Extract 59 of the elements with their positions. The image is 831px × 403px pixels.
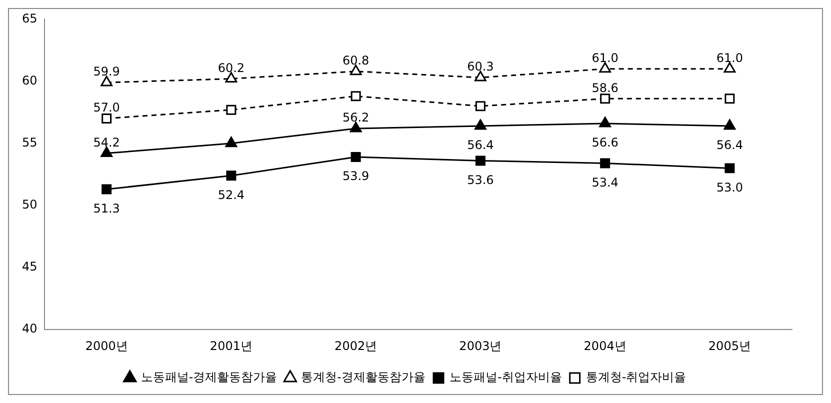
- point: [102, 114, 112, 124]
- point: [100, 76, 113, 86]
- data-label: 61.0: [592, 50, 618, 65]
- point: [350, 64, 362, 76]
- y-tick-label: 40: [22, 322, 38, 336]
- point: [102, 184, 112, 194]
- data-label: 53.9: [342, 169, 370, 184]
- y-tick-label: 50: [22, 198, 38, 212]
- data-label: 60.2: [218, 60, 245, 75]
- point: [350, 91, 361, 102]
- data-label: 54.2: [93, 135, 120, 150]
- data-label: 60.8: [342, 53, 370, 68]
- point: [225, 136, 238, 148]
- y-tick-label: 65: [22, 11, 38, 26]
- data-label: 59.9: [93, 64, 120, 79]
- data-label: 51.3: [93, 201, 120, 216]
- legend-label: 통계청-취업자비율: [586, 370, 686, 384]
- legend-label: 노동패널-취업자비율: [450, 370, 562, 384]
- data-label: 56.4: [716, 138, 744, 152]
- point: [724, 94, 735, 104]
- point: [724, 62, 736, 73]
- x-tick-label: 2005년: [708, 338, 751, 353]
- data-label: 56.2: [342, 110, 370, 125]
- data-label: 52.4: [218, 188, 245, 202]
- legend-label: 노동패널-경제활동참가율: [140, 370, 278, 384]
- point: [600, 94, 610, 104]
- data-label: 61.0: [716, 50, 744, 65]
- point: [724, 119, 736, 130]
- x-tick-label: 2001년: [210, 338, 252, 353]
- y-tick-label: 45: [22, 260, 38, 274]
- point: [724, 163, 735, 174]
- x-tick-label: 2002년: [334, 338, 378, 353]
- point: [599, 116, 612, 128]
- point: [350, 152, 361, 162]
- data-label: 58.6: [592, 80, 618, 95]
- point: [599, 62, 612, 73]
- point: [600, 158, 610, 168]
- point: [475, 156, 486, 166]
- point: [226, 170, 236, 181]
- point: [350, 122, 362, 132]
- legend-label: 통계청-경제활동참가율: [301, 370, 426, 384]
- x-tick-label: 2000년: [85, 338, 128, 353]
- data-label: 56.6: [592, 136, 618, 150]
- point: [474, 70, 486, 82]
- point: [226, 104, 236, 115]
- data-label: 57.0: [93, 100, 120, 115]
- data-label: 53.6: [467, 172, 494, 187]
- y-tick-label: 55: [22, 135, 38, 150]
- data-label: 53.4: [592, 175, 618, 190]
- data-label: 60.3: [467, 60, 494, 74]
- point: [474, 119, 486, 130]
- y-tick-label: 60: [22, 73, 38, 88]
- point: [475, 101, 486, 112]
- point: [225, 72, 238, 83]
- point: [100, 146, 113, 158]
- data-label: 53.0: [716, 180, 744, 194]
- x-tick-label: 2004년: [584, 338, 626, 353]
- data-label: 56.4: [467, 138, 494, 152]
- x-tick-label: 2003년: [459, 338, 502, 353]
